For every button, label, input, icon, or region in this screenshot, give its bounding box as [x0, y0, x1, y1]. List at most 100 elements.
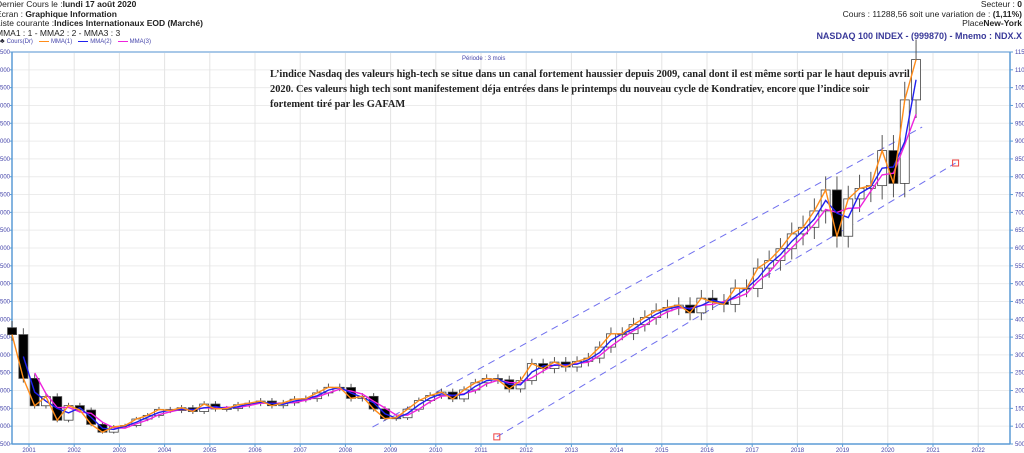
y-tick-label-right: 11500	[1015, 50, 1024, 56]
y-tick-label-left: 2000	[0, 389, 11, 395]
last-quote-label: Dernier Cours le :	[0, 0, 63, 9]
ma-line-mma1	[11, 59, 917, 433]
y-tick-label-left: 10000	[0, 103, 11, 109]
line-swatch-icon	[38, 41, 49, 42]
channel-end-marker	[493, 433, 501, 441]
y-tick-label-right: 3000	[1015, 353, 1024, 359]
x-tick-label: 2004	[158, 448, 172, 453]
last-quote-date: lundi 17 août 2020	[62, 0, 137, 9]
legend-item-cours[interactable]: ♣ Cours(Dr)	[0, 38, 33, 45]
y-tick-label-right: 6000	[1015, 246, 1024, 252]
y-tick-label-right: 4000	[1015, 317, 1024, 323]
x-tick-label: 2009	[384, 448, 398, 453]
candlestick-icon: ♣	[0, 38, 5, 45]
y-tick-label-left: 3000	[0, 353, 11, 359]
x-tick-label: 2006	[248, 448, 262, 453]
x-tick-label: 2016	[700, 448, 714, 453]
x-tick-label: 2010	[429, 448, 443, 453]
y-tick-label-left: 1000	[0, 424, 11, 430]
place-label: Place	[962, 18, 984, 28]
chart-legend: ♣ Cours(Dr) MMA(1) MMA(2) MMA(3)	[0, 38, 151, 45]
x-tick-label: 2008	[339, 448, 353, 453]
line-swatch-icon	[117, 41, 128, 42]
legend-item-mma1[interactable]: MMA(1)	[38, 39, 72, 45]
place-value: New-York	[983, 18, 1022, 28]
chart-annotation: L’indice Nasdaq des valeurs high-tech se…	[270, 69, 910, 110]
x-tick-label: 2013	[565, 448, 579, 453]
channel-end-marker	[952, 159, 960, 167]
sector-label: Secteur :	[980, 0, 1015, 9]
x-tick-label: 2021	[926, 448, 940, 453]
list-label: Liste courante :	[0, 18, 55, 28]
candle	[7, 327, 17, 335]
mma-settings: MMA1 : 1 - MMA2 : 2 - MMA3 : 3	[0, 27, 121, 38]
x-tick-label: 2019	[836, 448, 850, 453]
x-tick-label: 2002	[68, 448, 82, 453]
x-tick-label: 2014	[610, 448, 624, 453]
y-tick-label-right: 1000	[1015, 424, 1024, 430]
x-tick-label: 2005	[203, 448, 217, 453]
list-value: Indices Internationaux EOD (Marché)	[54, 18, 203, 28]
y-tick-label-left: 7000	[0, 210, 11, 216]
screen-label: Ecran :	[0, 8, 23, 19]
y-tick-label-right: 500	[1015, 442, 1024, 448]
y-tick-label-right: 11000	[1015, 68, 1024, 74]
y-tick-label-left: 9000	[0, 139, 11, 145]
x-tick-label: 2003	[113, 448, 127, 453]
variation: (1,11%)	[992, 8, 1022, 19]
period-label: Période : 3 mois	[462, 56, 506, 62]
header-info: Dernier Cours le :lundi 17 août 2020 Ecr…	[0, 0, 203, 38]
y-tick-label-left: 11500	[0, 50, 11, 56]
y-tick-label-right: 9000	[1015, 139, 1024, 145]
y-tick-label-right: 2000	[1015, 389, 1024, 395]
line-swatch-icon	[78, 41, 89, 42]
legend-item-mma3[interactable]: MMA(3)	[117, 39, 151, 45]
sector-value: 0	[1017, 0, 1022, 9]
header-right: Secteur : 0 Cours : 11288,56 soit une va…	[816, 0, 1022, 41]
x-tick-label: 2022	[972, 448, 986, 453]
y-tick-label-left: 4000	[0, 317, 11, 323]
x-tick-label: 2001	[22, 448, 36, 453]
x-tick-label: 2018	[791, 448, 805, 453]
y-tick-label-left: 500	[0, 442, 11, 448]
price-text: Cours : 11288,56 soit une variation de :	[842, 8, 991, 19]
x-tick-label: 2012	[520, 448, 534, 453]
y-tick-label-left: 8000	[0, 175, 11, 181]
x-tick-label: 2017	[746, 448, 760, 453]
y-tick-label-left: 11000	[0, 68, 11, 74]
ticker-title: NASDAQ 100 INDEX - (999870) - Mnemo : ND…	[816, 30, 1022, 41]
x-tick-label: 2011	[475, 448, 489, 453]
y-tick-label-right: 10000	[1015, 103, 1024, 109]
y-tick-label-right: 7000	[1015, 210, 1024, 216]
y-tick-label-left: 6000	[0, 246, 11, 252]
channel-line-upper	[372, 126, 923, 428]
x-tick-label: 2015	[655, 448, 669, 453]
x-tick-label: 2020	[881, 448, 895, 453]
y-tick-label-right: 8000	[1015, 175, 1024, 181]
screen-value: Graphique Information	[25, 8, 117, 19]
legend-item-mma2[interactable]: MMA(2)	[78, 39, 112, 45]
